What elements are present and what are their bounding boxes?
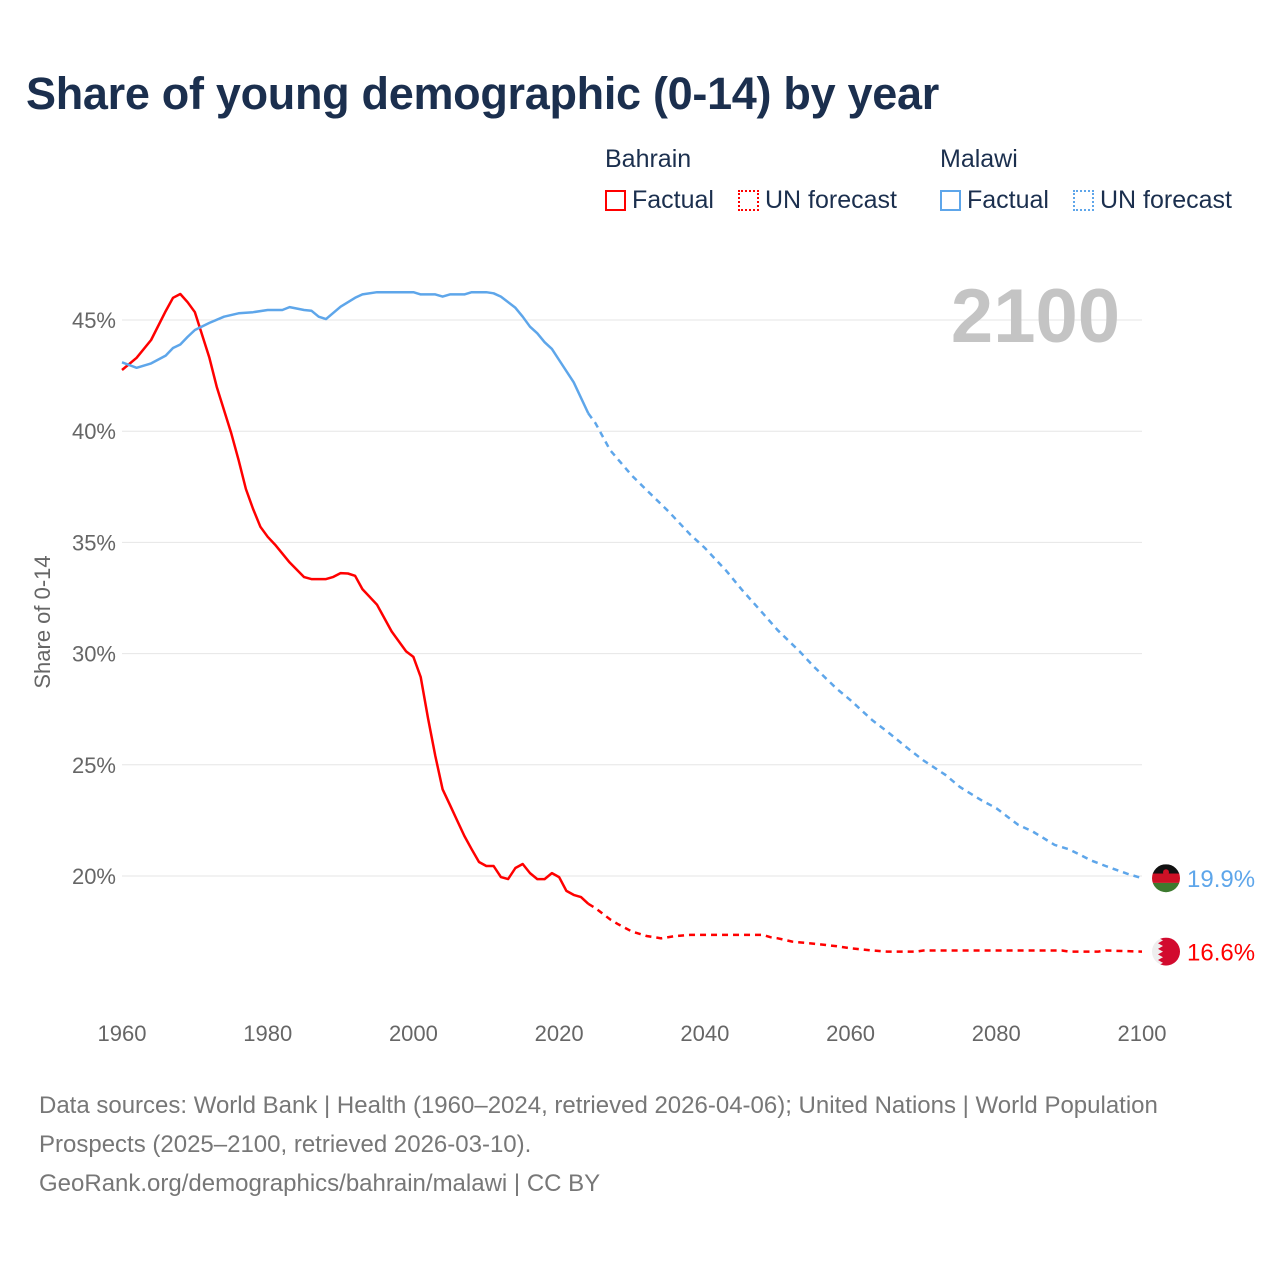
legend-swatch-dotted [738,190,759,211]
x-tick-label: 2020 [535,1021,584,1046]
legend-group-bahrain: Bahrain [605,145,692,173]
x-tick-label: 2080 [972,1021,1021,1046]
y-tick-label: 35% [72,530,116,555]
legend-malawi-forecast[interactable]: UN forecast [1073,186,1232,215]
bahrain-forecast-line [587,902,1143,953]
legend-swatch-dotted [1073,190,1094,211]
chart-title: Share of young demographic (0-14) by yea… [26,68,939,119]
legend-malawi-factual[interactable]: Factual [940,186,1049,215]
legend-group-malawi: Malawi [940,145,1018,173]
bahrain-flag-icon [1152,937,1180,966]
legend-label: UN forecast [1100,186,1232,214]
attribution-link[interactable]: GeoRank.org/demographics/bahrain/malawi … [39,1170,601,1197]
legend-label: UN forecast [765,186,897,214]
legend-swatch-solid [605,190,626,211]
y-tick-label: 45% [72,308,116,333]
x-tick-label: 1980 [243,1021,292,1046]
x-tick-label: 2060 [826,1021,875,1046]
y-tick-label: 25% [72,753,116,778]
data-sources-text: Data sources: World Bank | Health (1960–… [39,1092,1158,1158]
footer: Data sources: World Bank | Health (1960–… [39,1086,1189,1203]
y-tick-label: 30% [72,642,116,667]
legend-swatch-solid [940,190,961,211]
bahrain-factual-line [121,292,590,905]
legend-bahrain-forecast[interactable]: UN forecast [738,186,897,215]
y-tick-label: 40% [72,419,116,444]
y-tick-label: 20% [72,864,116,889]
current-year-label: 2100 [951,274,1120,359]
x-tick-label: 2100 [1118,1021,1167,1046]
malawi-factual-line [121,290,590,414]
malawi-flag-icon [1152,864,1180,893]
x-tick-label: 2040 [680,1021,729,1046]
legend-label: Factual [632,186,714,214]
y-axis-label: Share of 0-14 [30,555,55,688]
malawi-forecast-line [587,412,1143,880]
bahrain-end-value: 16.6% [1187,940,1255,967]
legend-label: Factual [967,186,1049,214]
x-tick-label: 2000 [389,1021,438,1046]
x-tick-label: 1960 [98,1021,147,1046]
legend-bahrain-factual[interactable]: Factual [605,186,714,215]
malawi-end-value: 19.9% [1187,866,1255,893]
